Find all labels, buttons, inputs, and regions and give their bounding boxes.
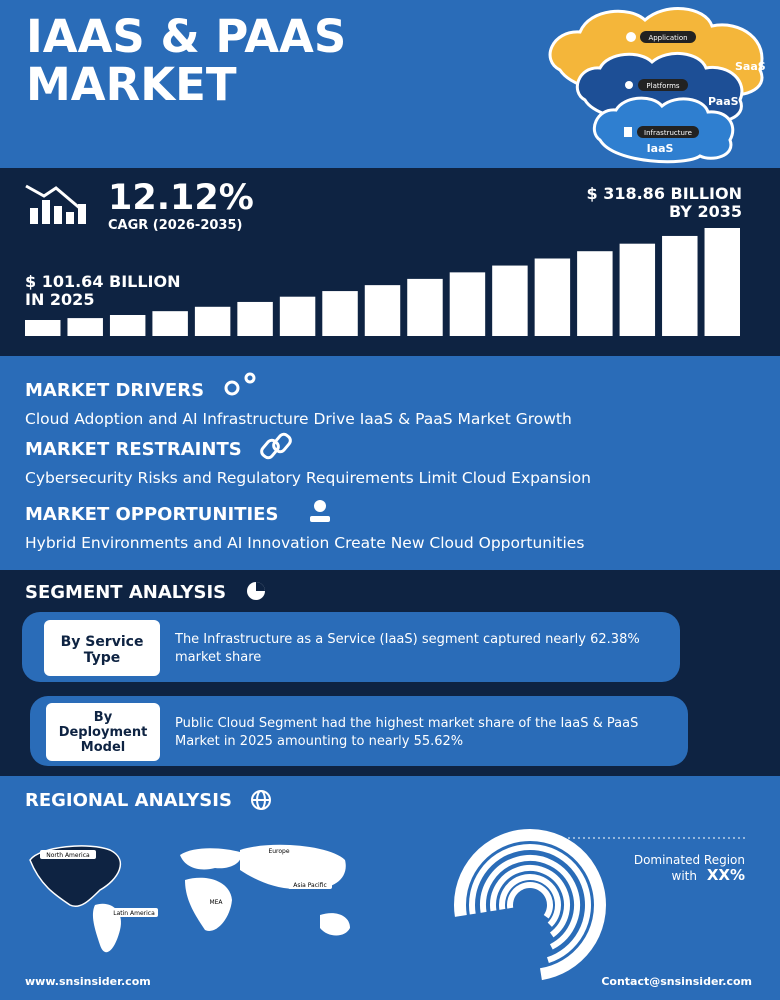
- ring-arc: [480, 855, 580, 950]
- cagr-value: 12.12%: [108, 178, 254, 218]
- growth-bar: [704, 228, 740, 336]
- section-text: Cloud Adoption and AI Infrastructure Dri…: [25, 410, 572, 428]
- section-heading: MARKET DRIVERS: [25, 380, 204, 401]
- growth-bar: [109, 314, 146, 336]
- start-value: IN 2025: [25, 290, 94, 309]
- segment-text: Market in 2025 amounting to nearly 55.62…: [175, 734, 463, 749]
- ring-arc: [499, 874, 561, 927]
- region-rings: [454, 829, 606, 981]
- segment-label: Model: [81, 740, 125, 755]
- end-value: BY 2035: [669, 202, 742, 221]
- email: Contact@snsinsider.com: [601, 975, 752, 988]
- ring-arc: [469, 844, 591, 964]
- section-heading: MARKET OPPORTUNITIES: [25, 504, 278, 525]
- section-heading: MARKET RESTRAINTS: [25, 439, 242, 460]
- cloud-label: PaaS: [708, 95, 739, 108]
- section-text: Cybersecurity Risks and Regulatory Requi…: [25, 469, 591, 487]
- end-value: $ 318.86 BILLION: [587, 184, 743, 203]
- growth-bar: [279, 296, 316, 336]
- growth-bar: [237, 301, 273, 336]
- section-heading: REGIONAL ANALYSIS: [25, 790, 232, 811]
- ring-arc: [490, 865, 570, 938]
- map-label: North America: [46, 852, 90, 859]
- dominated-prefix: with: [672, 869, 697, 883]
- gear-icon: [224, 372, 256, 396]
- growth-bar: [364, 285, 401, 336]
- segment-label: Type: [84, 650, 121, 666]
- ring-arc: [454, 829, 606, 981]
- start-value: $ 101.64 BILLION: [25, 272, 181, 291]
- growth-bar: [534, 258, 571, 336]
- ring-arc: [507, 882, 553, 919]
- title: IAAS & PAAS: [26, 10, 346, 63]
- segment-card: [22, 612, 680, 682]
- cloud-label: Application: [648, 34, 687, 42]
- growth-bar: [619, 243, 656, 336]
- cloud-label: Infrastructure: [644, 129, 692, 137]
- map-label: Europe: [268, 848, 289, 855]
- segment-text: The Infrastructure as a Service (IaaS) s…: [174, 632, 640, 647]
- cagr-label: CAGR (2026-2035): [108, 218, 242, 233]
- growth-bars: [25, 228, 740, 336]
- segment-text: market share: [175, 650, 261, 665]
- growth-bar: [449, 272, 486, 336]
- bulb-icon: [310, 500, 330, 522]
- cloud-label: SaaS: [735, 60, 766, 73]
- growth-bar: [194, 306, 231, 336]
- cloud-label: IaaS: [647, 142, 674, 155]
- cloud-illustration: [548, 7, 764, 164]
- pie-icon: [247, 582, 265, 600]
- dominated-label: Dominated Region: [634, 853, 745, 867]
- segment-label-box: [46, 703, 160, 761]
- section-text: Hybrid Environments and AI Innovation Cr…: [25, 534, 584, 552]
- growth-bar: [407, 278, 443, 336]
- regional-bg: [0, 776, 780, 1000]
- segment-card: [30, 696, 688, 766]
- sections-bg: [0, 356, 780, 570]
- segment-label: By: [94, 710, 113, 725]
- growth-bar: [67, 318, 103, 336]
- segment-text: Public Cloud Segment had the highest mar…: [175, 716, 638, 731]
- growth-bar: [662, 235, 698, 336]
- map-label: MEA: [209, 899, 223, 906]
- growth-bar: [492, 265, 528, 336]
- segment-label: Deployment: [59, 725, 148, 740]
- map-label: Asia Pacific: [293, 882, 327, 889]
- cloud-label: Platforms: [646, 82, 680, 90]
- map-labels: [40, 846, 332, 917]
- segment-label: By Service: [61, 634, 144, 650]
- section-heading: SEGMENT ANALYSIS: [25, 582, 226, 603]
- growth-icon: [25, 184, 86, 224]
- segment-label-box: [44, 620, 160, 676]
- map-label: Latin America: [113, 910, 155, 917]
- growth-bar: [577, 251, 613, 336]
- website: www.snsinsider.com: [25, 975, 151, 988]
- title: MARKET: [26, 58, 237, 111]
- growth-bar: [322, 291, 358, 336]
- dominated-value: XX%: [707, 866, 745, 884]
- chain-icon: [260, 432, 292, 460]
- growth-bar: [152, 311, 188, 336]
- growth-bar: [25, 320, 61, 336]
- globe-icon: [251, 790, 271, 810]
